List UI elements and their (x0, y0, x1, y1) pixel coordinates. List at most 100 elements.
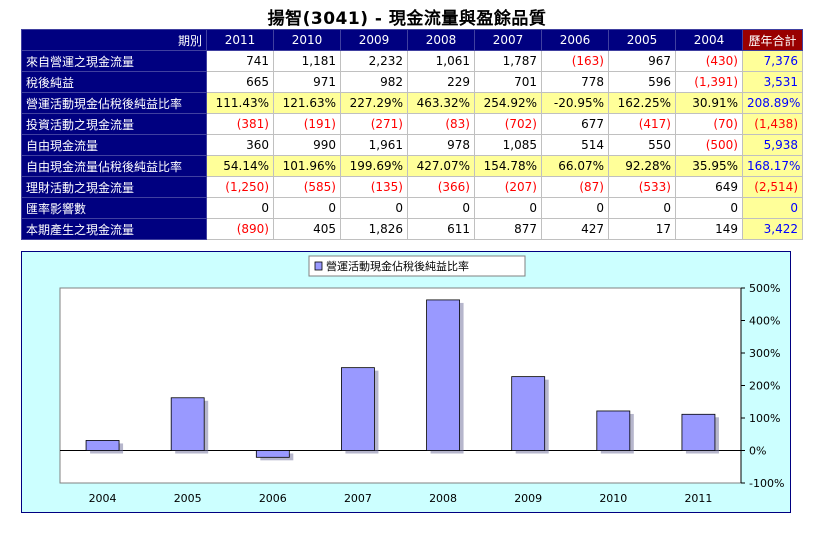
year-header: 2004 (675, 29, 743, 51)
total-cell: 0 (742, 197, 803, 219)
table-cell: 199.69% (340, 155, 408, 177)
table-cell: (1,391) (675, 71, 743, 93)
table-cell: 982 (340, 71, 408, 93)
table-cell: 229 (407, 71, 475, 93)
row-label: 自由現金流量 (21, 134, 207, 156)
table-cell: 54.14% (206, 155, 274, 177)
bar (341, 367, 375, 451)
table-cell: 66.07% (541, 155, 609, 177)
table-row: 營運活動現金佔稅後純益比率 111.43% 121.63% 227.29% 463.32… (21, 92, 803, 114)
year-header: 2009 (340, 29, 408, 51)
table-cell: 35.95% (675, 155, 743, 177)
row-label: 理財活動之現金流量 (21, 176, 207, 198)
table-cell: (366) (407, 176, 475, 198)
x-tick-label: 2011 (684, 492, 712, 505)
x-tick-label: 2008 (429, 492, 457, 505)
ratio-bar-chart: -100% 0% 100% 200% 300% 400% 500% 2004 2005 2006 2… (59, 255, 784, 505)
page-title: 揚智(3041) - 現金流量與盈餘品質 (267, 9, 547, 29)
table-cell: 665 (206, 71, 274, 93)
table-cell: 971 (273, 71, 341, 93)
year-header: 2008 (407, 29, 475, 51)
total-cell: 168.17% (742, 155, 803, 177)
total-header: 歷年合計 (742, 29, 803, 51)
x-tick-label: 2006 (259, 492, 287, 505)
table-cell: 111.43% (206, 92, 274, 114)
table-cell: (585) (273, 176, 341, 198)
table-cell: (70) (675, 113, 743, 135)
row-label: 匯率影響數 (21, 197, 207, 219)
table-cell: 1,061 (407, 50, 475, 72)
table-cell: 1,961 (340, 134, 408, 156)
table-cell: (500) (675, 134, 743, 156)
table-cell: 778 (541, 71, 609, 93)
cashflow-table: 期別 2011 2010 2009 2008 2007 2006 2005 2004 歷年合計 來自… (21, 29, 803, 240)
table-cell: 0 (541, 197, 609, 219)
table-cell: 0 (474, 197, 542, 219)
table-cell: 162.25% (608, 92, 676, 114)
table-cell: 92.28% (608, 155, 676, 177)
y-tick-label: 500% (749, 282, 780, 295)
row-label: 本期產生之現金流量 (21, 218, 207, 240)
table-cell: 149 (675, 218, 743, 240)
x-tick-label: 2010 (599, 492, 627, 505)
table-row: 自由現金流量 360 990 1,961 978 1,085 514 550 (500) 5,93… (21, 134, 803, 156)
table-cell: 17 (608, 218, 676, 240)
table-cell: 596 (608, 71, 676, 93)
table-cell: 0 (608, 197, 676, 219)
y-tick-label: 200% (749, 380, 780, 393)
year-header: 2005 (608, 29, 676, 51)
period-label: 期別 (21, 29, 207, 51)
table-cell: 649 (675, 176, 743, 198)
x-tick-label: 2004 (89, 492, 117, 505)
total-cell: 208.89% (742, 92, 803, 114)
table-row: 理財活動之現金流量 (1,250) (585) (135) (366) (207) (87)… (21, 176, 803, 198)
legend-label: 營運活動現金佔稅後純益比率 (326, 259, 469, 273)
table-cell: 427 (541, 218, 609, 240)
table-cell: (135) (340, 176, 408, 198)
x-tick-label: 2005 (174, 492, 202, 505)
table-cell: (381) (206, 113, 274, 135)
table-cell: 0 (273, 197, 341, 219)
table-cell: 427.07% (407, 155, 475, 177)
year-header: 2007 (474, 29, 542, 51)
y-tick-label: 400% (749, 315, 780, 328)
table-cell: (702) (474, 113, 542, 135)
year-header: 2011 (206, 29, 274, 51)
total-cell: (2,514) (742, 176, 803, 198)
chart-area: -100% 0% 100% 200% 300% 400% 500% 2004 2005 2006 2… (21, 251, 791, 513)
total-cell: 5,938 (742, 134, 803, 156)
total-cell: (1,438) (742, 113, 803, 135)
table-cell: 2,232 (340, 50, 408, 72)
legend-swatch (314, 261, 323, 271)
table-cell: -20.95% (541, 92, 609, 114)
table-cell: 1,085 (474, 134, 542, 156)
bar (170, 397, 205, 451)
total-cell: 3,531 (742, 71, 803, 93)
y-tick-label: 300% (749, 347, 780, 360)
table-cell: (1,250) (206, 176, 274, 198)
table-cell: 30.91% (675, 92, 743, 114)
table-cell: 360 (206, 134, 274, 156)
table-cell: 741 (206, 50, 274, 72)
table-cell: 514 (541, 134, 609, 156)
table-cell: (207) (474, 176, 542, 198)
table-cell: (430) (675, 50, 743, 72)
row-label: 自由現金流量佔稅後純益比率 (21, 155, 207, 177)
bar (426, 299, 460, 451)
table-cell: 121.63% (273, 92, 341, 114)
bar (511, 376, 546, 451)
table-cell: (163) (541, 50, 609, 72)
table-cell: 550 (608, 134, 676, 156)
table-cell: 0 (407, 197, 475, 219)
row-label: 投資活動之現金流量 (21, 113, 207, 135)
table-cell: 405 (273, 218, 341, 240)
table-cell: 1,826 (340, 218, 408, 240)
bar (255, 450, 290, 458)
table-row: 稅後純益 665 971 982 229 701 778 596 (1,391) 3,531 (21, 71, 803, 93)
table-cell: 0 (675, 197, 743, 219)
table-cell: (417) (608, 113, 676, 135)
y-tick-label: -100% (749, 477, 784, 490)
table-cell: (83) (407, 113, 475, 135)
table-cell: 463.32% (407, 92, 475, 114)
table-row: 自由現金流量佔稅後純益比率 54.14% 101.96% 199.69% 427.07%… (21, 155, 803, 177)
